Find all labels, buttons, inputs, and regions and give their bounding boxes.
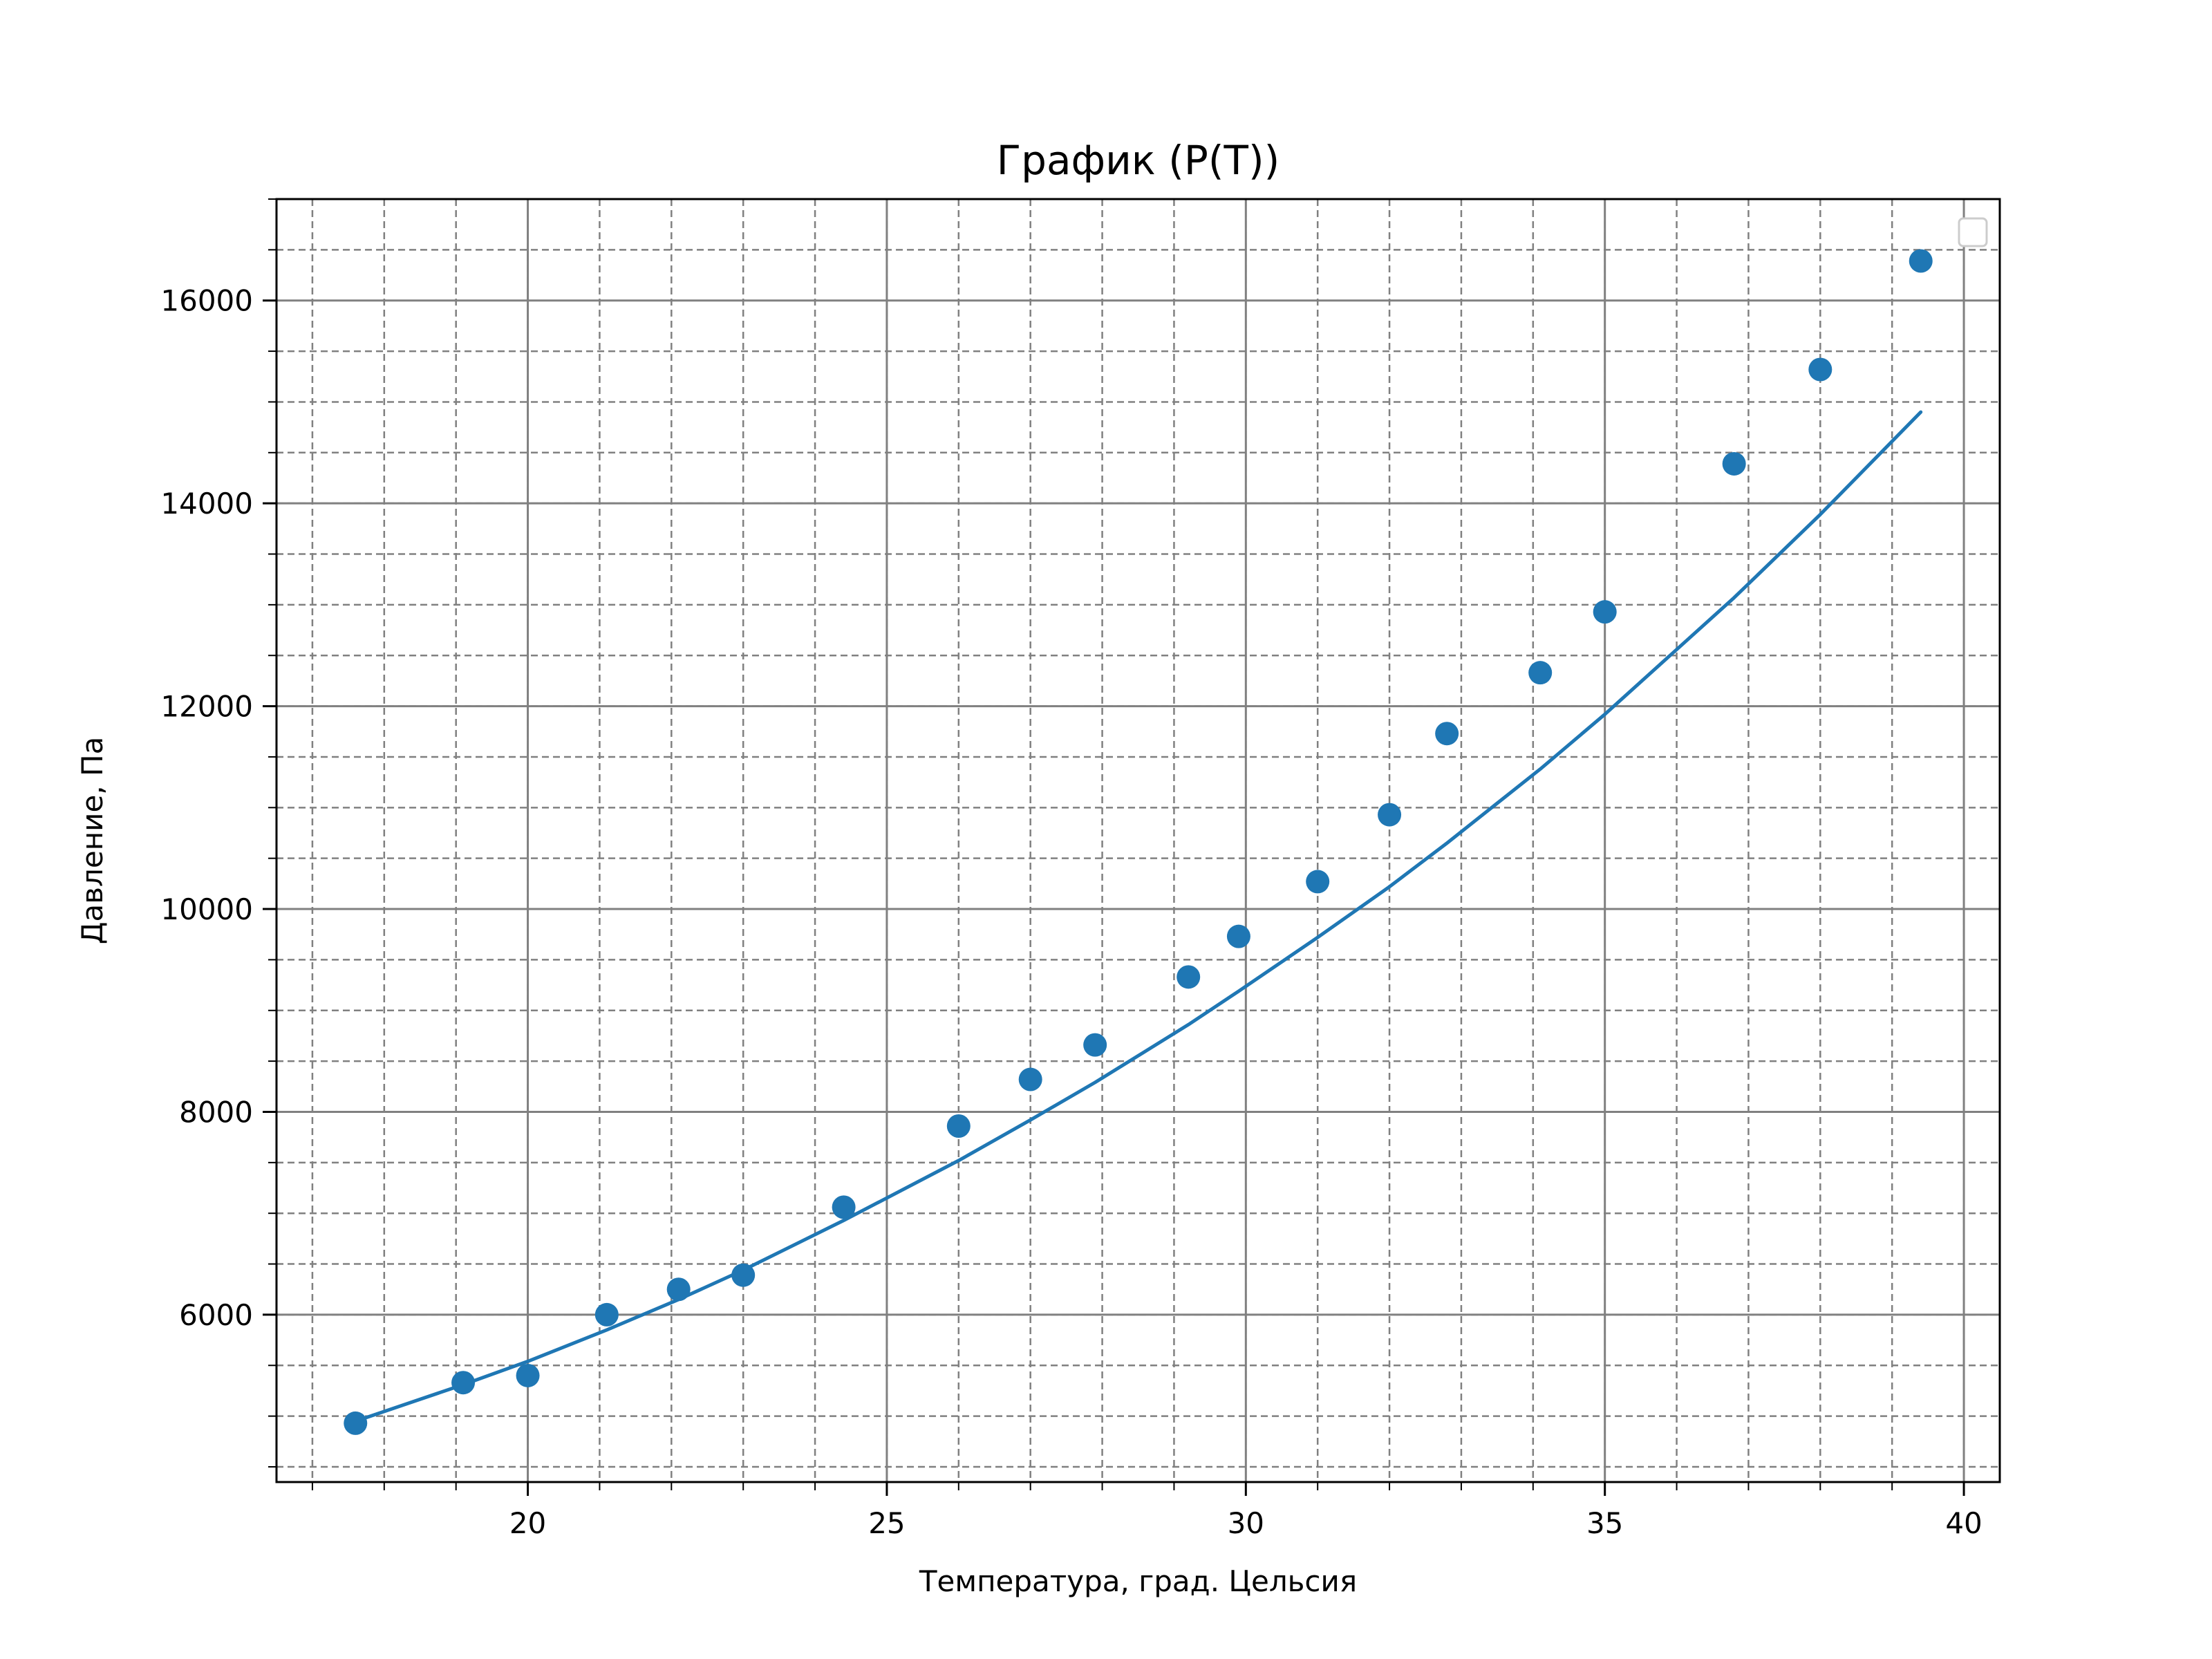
data-point [1018,1067,1042,1091]
x-tick-label: 40 [1945,1506,1982,1540]
data-point [1306,870,1330,894]
fit-layer [353,410,1923,1423]
x-axis-title: Температура, град. Цельсия [919,1564,1357,1598]
y-tick-label: 16000 [160,284,253,318]
y-tick-label: 10000 [160,892,253,926]
data-point [1528,661,1553,685]
plot-frame [275,198,2001,1483]
data-point [1909,249,1933,273]
data-point [731,1263,756,1287]
x-tick-label: 30 [1228,1506,1264,1540]
data-point [666,1277,691,1302]
data-point [946,1114,971,1138]
axes-layer [275,198,2001,1483]
y-tick-label: 12000 [160,690,253,724]
data-point [1593,600,1617,624]
data-point [832,1195,856,1219]
data-point [344,1411,368,1435]
y-tick-label: 6000 [179,1298,253,1332]
y-tick-label: 14000 [160,487,253,521]
points-layer [344,249,1933,1435]
y-axis-title: Давление, Па [75,737,109,945]
chart-title: График (P(T)) [997,137,1280,184]
x-tick-label: 20 [509,1506,546,1540]
data-point [1722,451,1746,476]
grid-layer [276,198,2000,1482]
data-point [1808,357,1833,382]
fit-line [353,410,1923,1423]
data-point [451,1371,476,1395]
data-point [1226,924,1250,948]
x-tick-label: 25 [868,1506,905,1540]
legend-box [1958,217,1988,247]
data-point [1177,965,1201,989]
data-point [1378,803,1402,827]
data-point [516,1363,540,1387]
x-tick-label: 35 [1586,1506,1623,1540]
ticks-layer: 20 25 30 35 40 6000 8000 10000 12000 14000 16000 [160,198,1983,1540]
data-point [1083,1033,1107,1057]
data-point [594,1302,619,1327]
data-point [1435,722,1459,746]
y-tick-label: 8000 [179,1095,253,1129]
legend-layer [1958,217,1988,247]
